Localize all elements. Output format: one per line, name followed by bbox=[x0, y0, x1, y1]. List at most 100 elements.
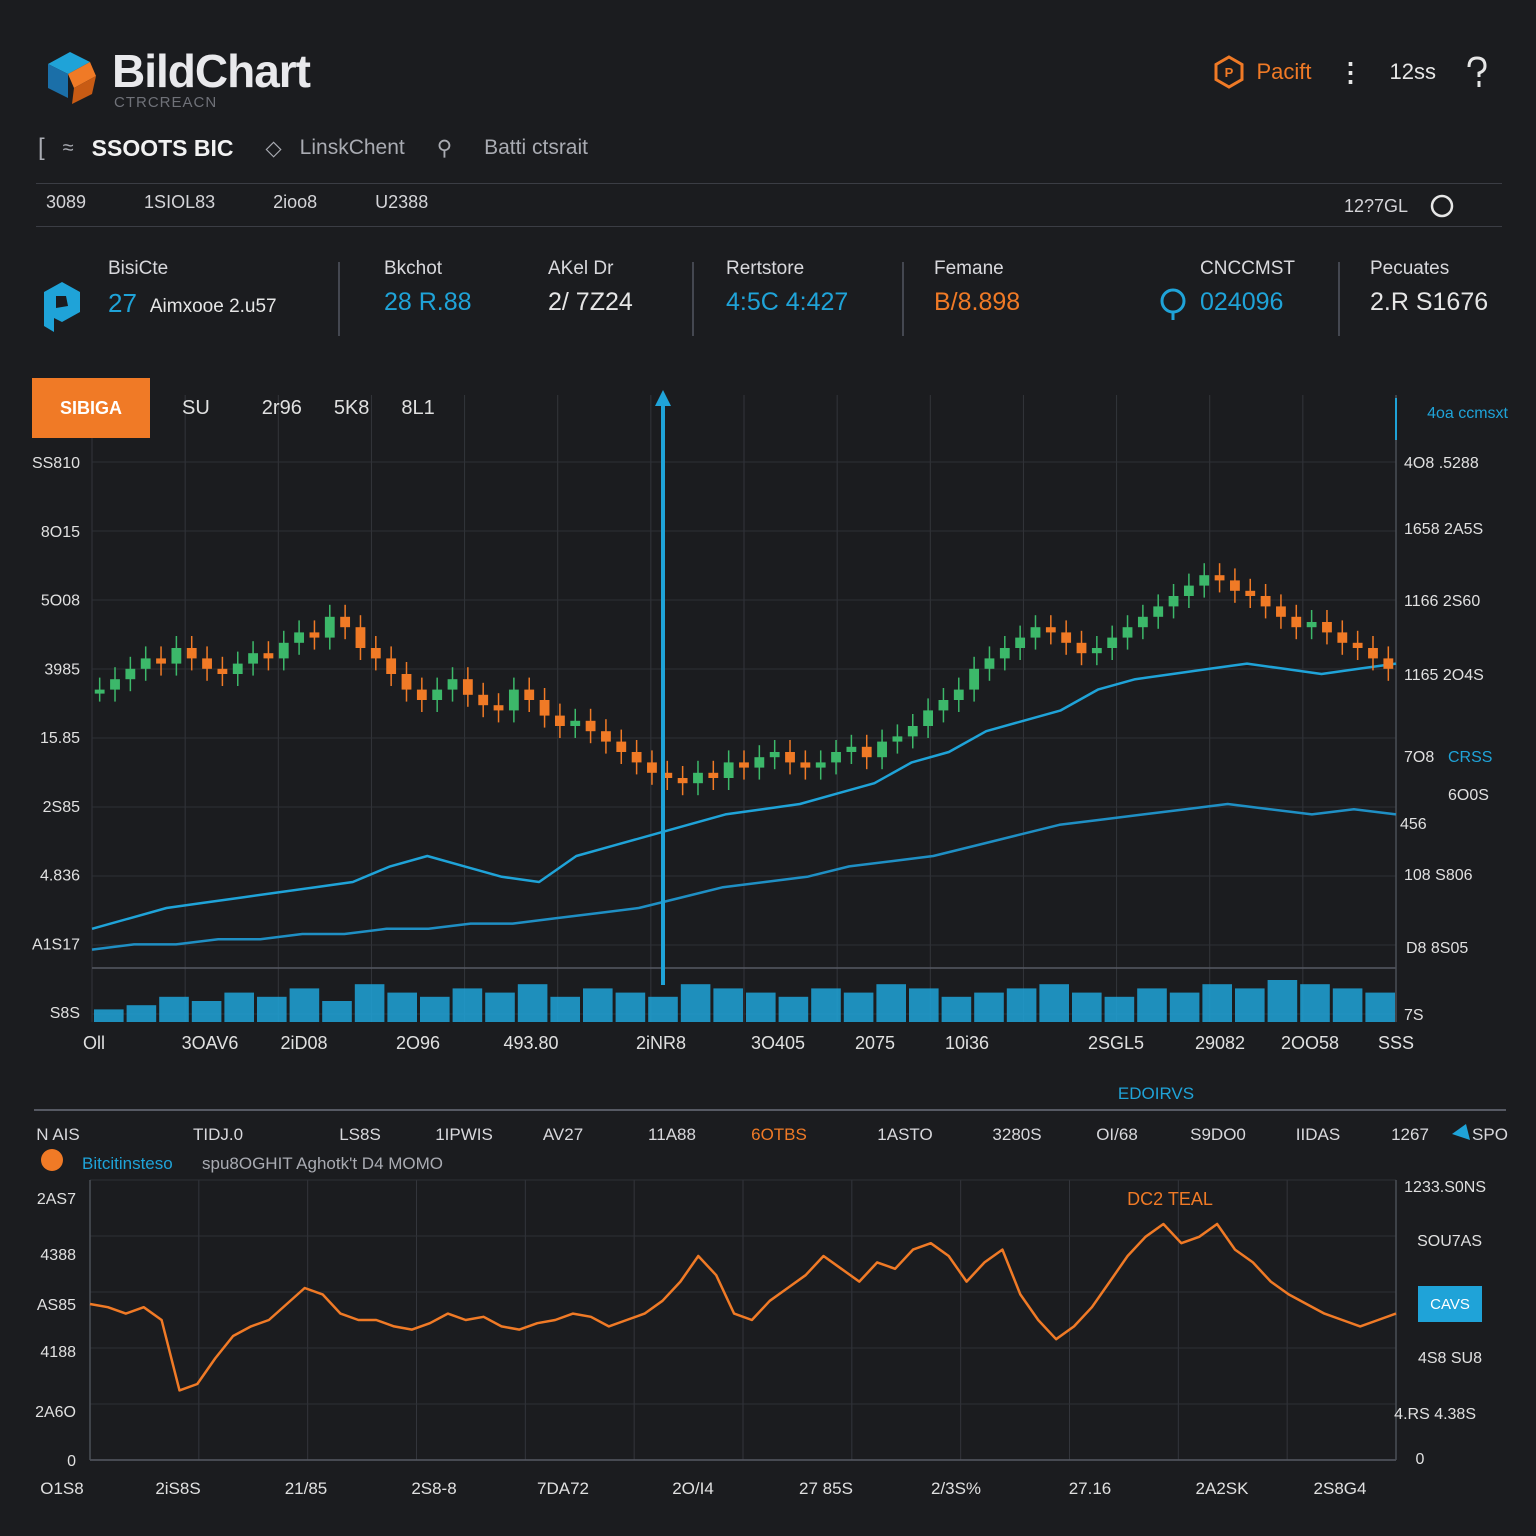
x-tick: 2O96 bbox=[396, 1033, 440, 1053]
y-tick-right: 456 bbox=[1400, 816, 1427, 833]
candle-body bbox=[462, 679, 473, 695]
candle-body bbox=[923, 710, 934, 726]
timeframe-3[interactable]: 2ioo8 bbox=[273, 192, 318, 212]
oscillator-line-path bbox=[89, 1222, 1397, 1392]
header-item: 6OTBS bbox=[751, 1125, 807, 1144]
x-tick: Oll bbox=[83, 1033, 105, 1053]
app-title: BildChart bbox=[112, 45, 311, 97]
stat-6-label: CNCCMST bbox=[1200, 258, 1295, 279]
volume-bar bbox=[159, 996, 189, 1022]
candle-body bbox=[217, 668, 228, 674]
tab-4[interactable]: 8L1 bbox=[401, 396, 435, 419]
breadcrumb-link-1[interactable]: LinskChent bbox=[299, 136, 405, 159]
candle-body bbox=[1260, 596, 1271, 607]
divider bbox=[36, 226, 1502, 227]
candle-body bbox=[1168, 596, 1179, 607]
candle-body bbox=[601, 731, 611, 742]
y-tick-right: 7O8 bbox=[1404, 749, 1434, 766]
series-title: DC2 TEAL bbox=[1127, 1189, 1213, 1209]
candle-body bbox=[171, 648, 182, 664]
volume-bar bbox=[387, 992, 417, 1022]
candle-body bbox=[677, 778, 688, 784]
stat-5: Femane B/8.898 bbox=[934, 258, 1020, 342]
kebab-icon[interactable]: ⋮ bbox=[1337, 56, 1364, 87]
signal-icon: ≈ bbox=[62, 136, 74, 159]
diamond-icon: ◇ bbox=[265, 136, 282, 160]
header-item: IIDAS bbox=[1296, 1125, 1340, 1144]
tab-1[interactable]: SU bbox=[182, 396, 210, 419]
y-tick-right: CRSS bbox=[1448, 749, 1492, 766]
timeframe-1[interactable]: 3089 bbox=[46, 192, 87, 212]
x-tick: 2O/I4 bbox=[672, 1479, 714, 1498]
candle-body bbox=[785, 752, 795, 763]
volume-bar bbox=[1039, 984, 1069, 1022]
volume-bar bbox=[257, 996, 287, 1022]
stat-7-label: Pecuates bbox=[1370, 258, 1450, 279]
candle-body bbox=[631, 752, 642, 763]
header-item: 1267 bbox=[1391, 1125, 1429, 1144]
crosshair-cursor[interactable] bbox=[655, 390, 671, 985]
candle-body bbox=[769, 752, 780, 758]
timeframe-4[interactable]: U2388 bbox=[375, 192, 429, 212]
stat-3-label: AKel Dr bbox=[548, 258, 614, 279]
candle-body bbox=[110, 679, 120, 690]
volume-bar bbox=[550, 996, 580, 1022]
hexagon-icon: P bbox=[1214, 55, 1244, 89]
pin-icon: ⚲ bbox=[436, 136, 453, 160]
settings-circle-icon[interactable] bbox=[1428, 192, 1456, 220]
stat-4-value: 4:5C 4:427 bbox=[726, 288, 849, 316]
top-right-toolbar: P Pacift ⋮ 12ss bbox=[1212, 52, 1492, 92]
volume-bar bbox=[811, 988, 841, 1022]
candle-body bbox=[94, 689, 105, 694]
main-price-chart[interactable]: SS810 8O15 5O08 3985 15.85 2S85 4.836 A1S17 S8S 4… bbox=[0, 370, 1536, 1070]
x-tick: 21/85 bbox=[285, 1479, 328, 1498]
tab-active[interactable]: SIBIGA bbox=[32, 378, 150, 438]
header-item: TIDJ.0 bbox=[193, 1125, 243, 1144]
stat-5-value: B/8.898 bbox=[934, 288, 1021, 316]
pair-label[interactable]: SSOOTS BIC bbox=[91, 134, 234, 161]
y-tick-left: 15.85 bbox=[40, 730, 80, 747]
candle-body bbox=[1352, 642, 1363, 648]
tab-2[interactable]: 2r96 bbox=[261, 396, 302, 419]
volume-bar bbox=[583, 988, 613, 1022]
account-button[interactable]: P Pacift bbox=[1212, 55, 1312, 89]
stats-bar: BisiCte 27 Aimxooe 2.u57 Bkchot 28 R.88 … bbox=[36, 258, 1502, 342]
bitcoin-icon bbox=[1160, 288, 1186, 320]
price-badge: CAVS bbox=[1418, 1286, 1482, 1322]
volume-bar bbox=[517, 984, 548, 1022]
oscillator-chart[interactable]: EDOIRVS N AIS TIDJ.0 LS8S 1IPWIS AV27 11A88 6OT… bbox=[0, 1080, 1536, 1536]
header-item: SPO bbox=[1472, 1125, 1508, 1144]
candle-body bbox=[340, 616, 351, 628]
candle-body bbox=[1107, 637, 1118, 648]
y-tick-right: 1165 2O4S bbox=[1404, 667, 1484, 684]
candle-body bbox=[1045, 627, 1056, 633]
stat-divider bbox=[692, 262, 694, 336]
candle-body bbox=[447, 679, 458, 690]
stat-2-value: 28 R.88 bbox=[384, 288, 472, 316]
bracket-icon: [ bbox=[38, 134, 45, 161]
candle-body bbox=[539, 700, 550, 716]
x-tick: 3O405 bbox=[751, 1033, 805, 1053]
candle-body bbox=[1122, 627, 1133, 638]
x-tick: 27.16 bbox=[1069, 1479, 1112, 1498]
volume-bar bbox=[876, 984, 906, 1022]
volume-bar bbox=[909, 988, 939, 1022]
breadcrumb-link-2[interactable]: Batti ctsrait bbox=[484, 136, 588, 159]
stat-7-value: 2.R S1676 bbox=[1370, 288, 1489, 316]
timeframe-2[interactable]: 1SIOL83 bbox=[144, 192, 216, 212]
candle-body bbox=[1199, 575, 1210, 586]
candle-body bbox=[493, 705, 504, 711]
header-item: S9DO0 bbox=[1190, 1125, 1246, 1144]
stat-1-value2: Aimxooe 2.u57 bbox=[149, 296, 277, 317]
volume-bar bbox=[1332, 988, 1363, 1022]
main-chart-labels: SS810 8O15 5O08 3985 15.85 2S85 4.836 A1S17 S8S 4… bbox=[32, 398, 1509, 1053]
tab-3[interactable]: 5K8 bbox=[333, 396, 370, 419]
candle-body bbox=[416, 689, 427, 700]
help-icon[interactable] bbox=[1462, 55, 1492, 89]
y-tick-left: 2S85 bbox=[43, 799, 80, 816]
candle-body bbox=[324, 616, 335, 638]
stat-1-label: BisiCte bbox=[108, 258, 169, 279]
stat-7: Pecuates 2.R S1676 bbox=[1370, 258, 1488, 342]
stat-2-label: Bkchot bbox=[384, 258, 443, 279]
candle-body bbox=[693, 772, 703, 784]
